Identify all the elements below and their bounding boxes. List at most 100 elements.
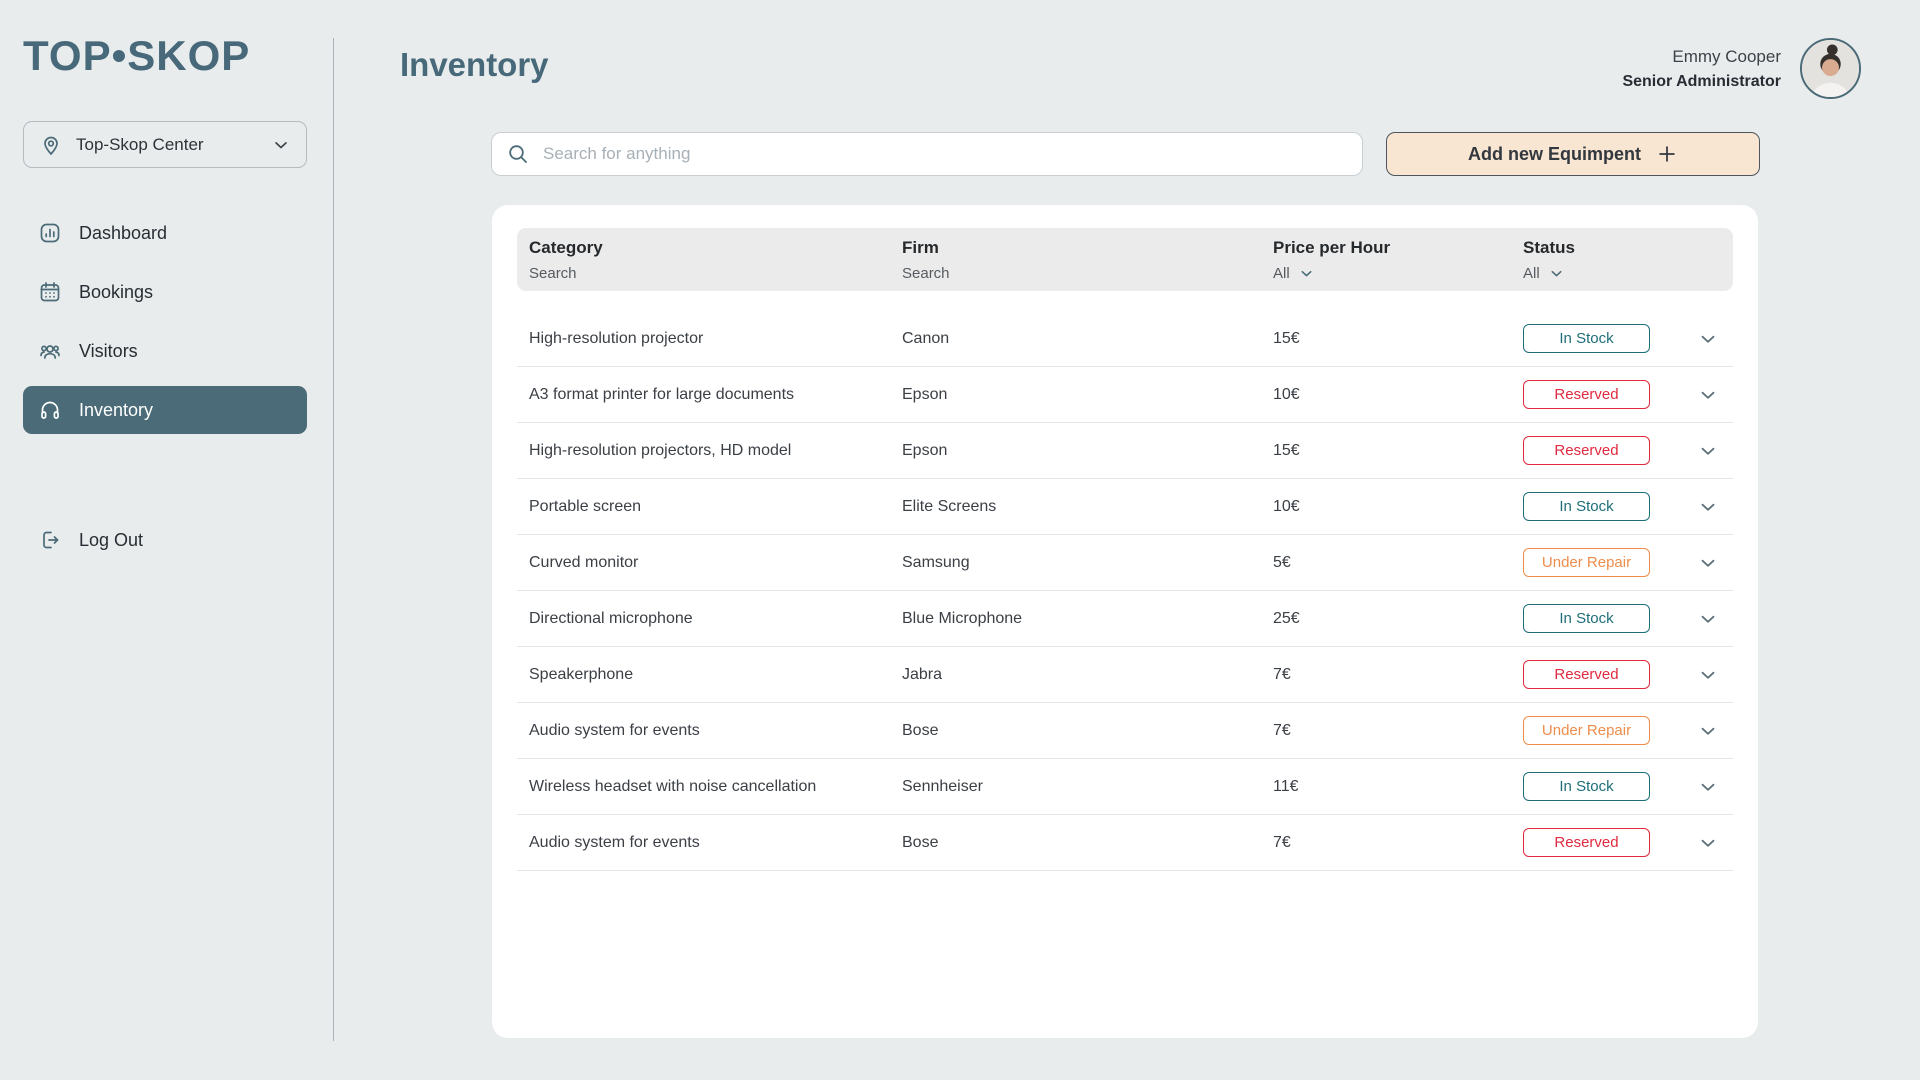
chevron-down-icon[interactable]: [1697, 496, 1733, 518]
row-category: Audio system for events: [529, 721, 700, 739]
sidebar-item-dashboard[interactable]: Dashboard: [23, 209, 307, 257]
row-firm: Epson: [902, 385, 948, 403]
column-header-firm: Firm: [902, 237, 939, 257]
chevron-down-icon[interactable]: [1697, 328, 1733, 350]
row-firm: Jabra: [902, 665, 943, 683]
chevron-down-icon[interactable]: [1697, 384, 1733, 406]
row-price: 7€: [1273, 833, 1291, 851]
table-row[interactable]: Portable screen Elite Screens 10€ In Sto…: [517, 479, 1733, 535]
row-firm: Epson: [902, 441, 948, 459]
page-title: Inventory: [400, 46, 549, 83]
plus-icon: [1656, 143, 1678, 165]
sidebar-item-bookings[interactable]: Bookings: [23, 268, 307, 316]
column-header-price: Price per Hour: [1273, 237, 1391, 257]
column-header-category: Category: [529, 237, 603, 257]
row-category: Speakerphone: [529, 665, 634, 683]
user-role: Senior Administrator: [1622, 72, 1781, 90]
users-icon: [38, 339, 62, 363]
calendar-icon: [38, 280, 62, 304]
table-row[interactable]: Wireless headset with noise cancellation…: [517, 759, 1733, 815]
chevron-down-icon[interactable]: [1697, 664, 1733, 686]
status-badge[interactable]: Reserved: [1523, 436, 1650, 465]
sidebar-item-visitors[interactable]: Visitors: [23, 327, 307, 375]
status-badge[interactable]: Reserved: [1523, 828, 1650, 857]
table-row[interactable]: A3 format printer for large documents Ep…: [517, 367, 1733, 423]
search-icon: [506, 142, 530, 166]
location-selector-label: Top-Skop Center: [76, 134, 204, 154]
status-filter-dropdown[interactable]: All: [1523, 265, 1675, 282]
status-badge[interactable]: Under Repair: [1523, 548, 1650, 577]
add-equipment-label: Add new Equimpent: [1468, 143, 1641, 164]
user-name: Emmy Cooper: [1672, 46, 1781, 66]
row-firm: Elite Screens: [902, 497, 997, 515]
category-filter-search[interactable]: Search: [529, 264, 577, 282]
row-firm: Bose: [902, 833, 939, 851]
sidebar-item-label: Inventory: [79, 399, 154, 420]
status-badge[interactable]: In Stock: [1523, 324, 1650, 353]
row-category: Portable screen: [529, 497, 642, 515]
row-firm: Blue Microphone: [902, 609, 1023, 627]
row-price: 7€: [1273, 721, 1291, 739]
row-category: A3 format printer for large documents: [529, 385, 795, 403]
avatar[interactable]: [1800, 38, 1861, 99]
row-category: Curved monitor: [529, 553, 639, 571]
table-row[interactable]: Curved monitor Samsung 5€ Under Repair: [517, 535, 1733, 591]
chevron-down-icon[interactable]: [1697, 832, 1733, 854]
row-firm: Bose: [902, 721, 939, 739]
row-price: 10€: [1273, 385, 1300, 403]
sidebar-item-label: Visitors: [79, 340, 138, 361]
sidebar: TOP•SKOP Top-Skop Center: [0, 0, 334, 1080]
add-equipment-button[interactable]: Add new Equimpent: [1386, 132, 1760, 176]
logout-button[interactable]: Log Out: [23, 516, 307, 564]
column-header-status: Status: [1523, 237, 1575, 257]
search-bar: [491, 132, 1363, 176]
inventory-table-card: Category Search Firm Search Price per Ho…: [492, 205, 1758, 1038]
table-row[interactable]: High-resolution projector Canon 15€ In S…: [517, 311, 1733, 367]
status-badge[interactable]: In Stock: [1523, 772, 1650, 801]
table-body: High-resolution projector Canon 15€ In S…: [517, 311, 1733, 871]
row-category: Audio system for events: [529, 833, 700, 851]
sidebar-nav: Dashboard Bookings: [23, 209, 307, 445]
firm-filter-search[interactable]: Search: [902, 264, 950, 282]
row-price: 5€: [1273, 553, 1291, 571]
table-row[interactable]: Audio system for events Bose 7€ Under Re…: [517, 703, 1733, 759]
chevron-down-icon: [1551, 270, 1562, 276]
bar-chart-icon: [38, 221, 62, 245]
chevron-down-icon: [1301, 270, 1312, 276]
table-row[interactable]: Audio system for events Bose 7€ Reserved: [517, 815, 1733, 871]
price-filter-dropdown[interactable]: All: [1273, 265, 1523, 282]
headphones-icon: [38, 398, 62, 422]
row-price: 15€: [1273, 329, 1300, 347]
row-firm: Sennheiser: [902, 777, 983, 795]
table-row[interactable]: Speakerphone Jabra 7€ Reserved: [517, 647, 1733, 703]
table-row[interactable]: Directional microphone Blue Microphone 2…: [517, 591, 1733, 647]
sidebar-item-inventory[interactable]: Inventory: [23, 386, 307, 434]
chevron-down-icon[interactable]: [1697, 776, 1733, 798]
status-badge[interactable]: Reserved: [1523, 380, 1650, 409]
row-price: 25€: [1273, 609, 1300, 627]
status-badge[interactable]: Under Repair: [1523, 716, 1650, 745]
sidebar-item-label: Bookings: [79, 281, 154, 302]
status-badge[interactable]: In Stock: [1523, 492, 1650, 521]
row-category: Directional microphone: [529, 609, 693, 627]
row-price: 11€: [1273, 777, 1299, 795]
table-header: Category Search Firm Search Price per Ho…: [517, 228, 1733, 291]
chevron-down-icon[interactable]: [1697, 720, 1733, 742]
row-category: High-resolution projector: [529, 329, 704, 347]
logout-label: Log Out: [79, 529, 144, 550]
status-badge[interactable]: In Stock: [1523, 604, 1650, 633]
row-price: 15€: [1273, 441, 1300, 459]
chevron-down-icon[interactable]: [1697, 440, 1733, 462]
row-price: 10€: [1273, 497, 1300, 515]
logout-icon: [38, 528, 62, 552]
sidebar-divider: [333, 38, 334, 1041]
map-pin-icon: [39, 133, 63, 157]
sidebar-item-label: Dashboard: [79, 222, 168, 243]
search-input[interactable]: [543, 144, 1348, 164]
row-price: 7€: [1273, 665, 1291, 683]
table-row[interactable]: High-resolution projectors, HD model Eps…: [517, 423, 1733, 479]
chevron-down-icon[interactable]: [1697, 552, 1733, 574]
chevron-down-icon[interactable]: [1697, 608, 1733, 630]
status-badge[interactable]: Reserved: [1523, 660, 1650, 689]
location-selector[interactable]: Top-Skop Center: [23, 121, 307, 168]
